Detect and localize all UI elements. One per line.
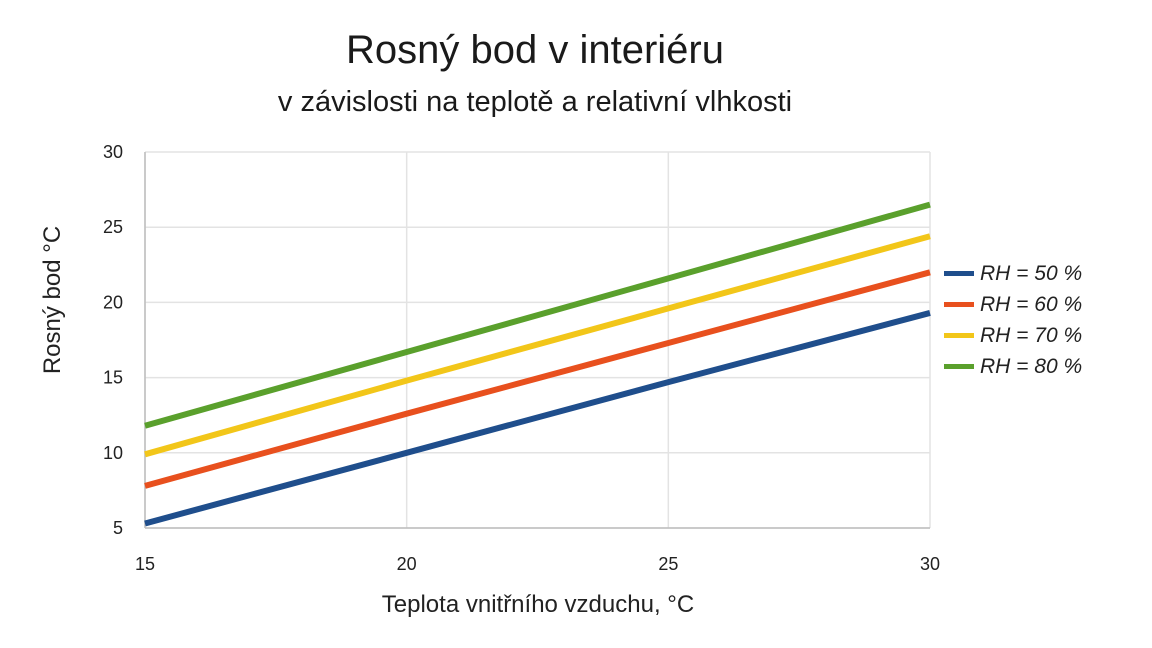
legend-item: RH = 60 % [944, 289, 1082, 320]
legend-label: RH = 50 % [980, 261, 1083, 285]
x-tick-label: 30 [920, 554, 940, 574]
series-line-1 [144, 310, 931, 527]
y-tick-label: 30 [103, 142, 123, 162]
y-tick-label: 10 [103, 443, 123, 463]
legend-label: RH = 60 % [980, 292, 1083, 316]
y-tick-label: 20 [103, 292, 123, 312]
series-line-3 [144, 233, 931, 458]
series-line-2 [144, 269, 931, 489]
legend-item: RH = 70 % [944, 320, 1082, 351]
x-tick-label: 25 [658, 554, 678, 574]
x-tick-labels: 15 20 25 30 [135, 554, 940, 574]
legend-label: RH = 70 % [980, 323, 1083, 347]
x-axis-title: Teplota vnitřního vzduchu, °C [382, 591, 694, 618]
y-tick-label: 5 [113, 518, 123, 538]
legend-item: RH = 50 % [944, 258, 1082, 289]
series-line-4 [144, 201, 931, 429]
legend: RH = 50 % RH = 60 % RH = 70 % RH = 80 % [944, 258, 1082, 382]
chart-title: Rosný bod v interiéru [346, 28, 724, 72]
legend-swatch [944, 333, 974, 338]
legend-swatch [944, 271, 974, 276]
x-tick-label: 15 [135, 554, 155, 574]
legend-swatch [944, 364, 974, 369]
y-tick-label: 15 [103, 368, 123, 388]
chart-subtitle: v závislosti na teplotě a relativní vlhk… [277, 86, 793, 118]
legend-label: RH = 80 % [980, 354, 1083, 378]
legend-swatch [944, 302, 974, 307]
series-lines [144, 201, 931, 527]
y-tick-label: 25 [103, 217, 123, 237]
y-tick-labels: 5 10 15 20 25 30 [103, 142, 123, 538]
x-tick-label: 20 [397, 554, 417, 574]
axes [144, 152, 930, 529]
grid-lines [144, 151, 931, 529]
legend-item: RH = 80 % [944, 351, 1082, 382]
y-axis-title: Rosný bod °C [39, 226, 66, 374]
